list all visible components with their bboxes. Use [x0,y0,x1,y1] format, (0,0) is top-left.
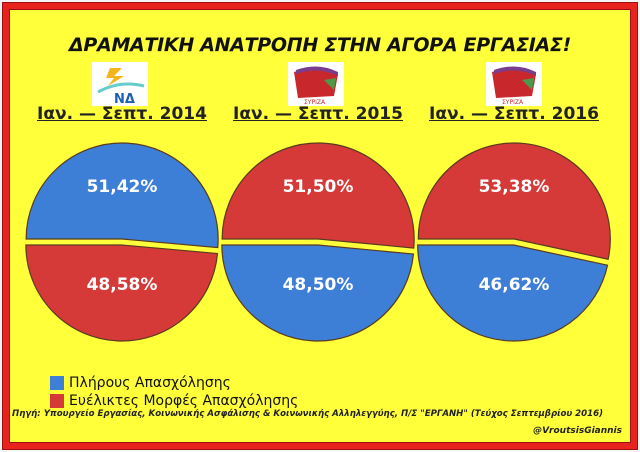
pie-title-2014: Ιαν. — Σεπτ. 2014 [37,104,207,124]
pie-slice [25,244,219,342]
syriza-logo: ΣΥΡΙΖΑ [486,62,542,106]
pie-title-2016: Ιαν. — Σεπτ. 2016 [429,104,599,124]
pie-slice [221,244,415,342]
legend-label: Ευέλικτες Μορφές Απασχόλησης [69,393,299,409]
pie-slice [417,244,609,342]
pie-title-2015: Ιαν. — Σεπτ. 2015 [233,104,403,124]
svg-text:ΝΔ: ΝΔ [114,92,135,106]
author-handle: @VroutsisGiannis [533,426,622,436]
slice-label: 53,38% [479,177,550,197]
legend-label: Πλήρους Απασχόλησης [69,375,231,391]
slice-label: 46,62% [479,275,550,295]
nd-logo: ΝΔ [92,62,148,107]
pie-slice [25,142,219,249]
slice-label: 48,58% [87,275,158,295]
svg-text:ΣΥΡΙΖΑ: ΣΥΡΙΖΑ [304,99,326,106]
slice-label: 48,50% [283,275,354,295]
legend-swatch-blue [50,376,64,390]
legend-item-full-time: Πλήρους Απασχόλησης [50,375,231,391]
source-note: Πηγή: Υπουργείο Εργασίας, Κοινωνικής Ασφ… [12,409,603,419]
legend-item-flexible: Ευέλικτες Μορφές Απασχόλησης [50,393,298,409]
svg-text:ΣΥΡΙΖΑ: ΣΥΡΙΖΑ [502,99,524,106]
slice-label: 51,42% [87,177,158,197]
slice-label: 51,50% [283,177,354,197]
chart-title: ΔΡΑΜΑΤΙΚΗ ΑΝΑΤΡΟΠΗ ΣΤΗΝ ΑΓΟΡΑ ΕΡΓΑΣΙΑΣ! [69,34,571,56]
pie-slice [221,142,415,249]
syriza-logo: ΣΥΡΙΖΑ [288,62,344,106]
legend-swatch-red [50,394,64,408]
pie-slice [417,142,611,260]
